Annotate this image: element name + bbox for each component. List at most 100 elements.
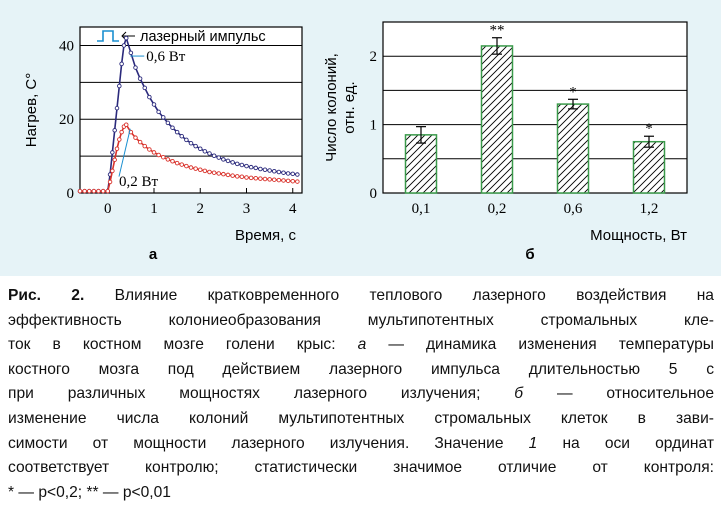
data-point — [156, 109, 161, 115]
laser-pulse-symbol — [97, 30, 119, 42]
data-point — [174, 129, 180, 135]
data-point — [207, 169, 212, 175]
caption-line: ток в костном мозге голени крыс: а — дин… — [8, 333, 714, 358]
caption-line: Рис. 2. Влияние кратковременного теплово… — [8, 284, 714, 309]
data-point — [193, 143, 198, 149]
data-point — [100, 188, 106, 194]
data-point — [160, 154, 166, 160]
data-point — [290, 171, 296, 177]
data-point — [262, 176, 268, 182]
data-point — [281, 170, 286, 175]
data-point — [225, 172, 231, 178]
caption-text: * — p<0,2; ** — p<0,01 — [8, 483, 171, 501]
chart-b-y-axis-label: Число колоний,отн. ед. — [323, 53, 358, 162]
series-label-1: 0,2 Вт — [119, 174, 159, 190]
data-point — [272, 168, 277, 174]
chart-a-y-tick-label: 0 — [67, 186, 75, 202]
series-label-arrow — [118, 128, 131, 177]
data-point — [170, 159, 175, 164]
data-point — [253, 175, 258, 181]
chart-b-y-tick-label: 1 — [370, 118, 378, 134]
chart-a-x-tick-label: 0 — [104, 201, 112, 217]
data-point — [91, 188, 97, 194]
significance-marker: ** — [490, 23, 505, 39]
data-point — [151, 102, 157, 107]
chart-a-x-tick-label: 2 — [197, 201, 205, 217]
data-point — [107, 179, 113, 185]
data-point — [285, 178, 291, 184]
data-point — [216, 155, 221, 160]
chart-b: 0 1 2 0,1 ** 0,2 * 0,6 * 1,2 Мощность, Вт Число кол… — [323, 21, 688, 263]
data-point — [230, 160, 235, 165]
chart-a-x-tick-label: 4 — [289, 201, 297, 217]
chart-a-x-tick-label: 1 — [150, 201, 158, 217]
data-point — [281, 178, 286, 183]
y-label-line: отн. ед. — [341, 81, 358, 133]
data-point — [119, 61, 124, 67]
data-point — [234, 174, 240, 179]
data-point — [184, 137, 189, 143]
data-point — [174, 160, 180, 166]
data-point — [295, 179, 300, 184]
data-point — [179, 162, 184, 167]
data-point — [147, 94, 152, 100]
data-point — [211, 170, 217, 175]
data-point — [82, 188, 87, 194]
caption-line: изменение числа колоний мультипотентных … — [8, 407, 714, 432]
bar — [404, 134, 438, 194]
data-point — [253, 165, 258, 171]
data-point — [117, 83, 122, 89]
significance-marker: * — [569, 84, 577, 100]
data-point — [221, 157, 226, 162]
data-point — [128, 50, 134, 56]
caption-text: изменение числа колоний мультипотентных … — [8, 409, 714, 427]
data-point — [239, 162, 245, 168]
chart-a-panel-label: а — [149, 246, 158, 263]
data-point — [234, 161, 240, 167]
data-point — [133, 65, 138, 70]
data-point — [188, 140, 194, 146]
caption-line: * — p<0,2; ** — p<0,01 — [8, 481, 714, 506]
chart-a-x-tick-label: 3 — [243, 201, 251, 217]
data-point — [165, 157, 171, 162]
data-point — [244, 163, 249, 169]
caption-line: соответствует контролю; статистически зн… — [8, 456, 714, 481]
data-point — [290, 178, 296, 184]
data-point — [248, 164, 254, 170]
data-point — [112, 157, 117, 163]
data-point — [156, 152, 161, 158]
data-point — [151, 150, 157, 155]
data-point — [184, 163, 189, 169]
data-point — [276, 169, 282, 175]
data-point — [230, 173, 235, 178]
data-point — [258, 166, 263, 172]
data-point — [197, 146, 203, 151]
data-point — [170, 125, 175, 130]
caption-italic-ref: а — [357, 336, 367, 354]
data-point — [119, 129, 124, 135]
data-point — [165, 120, 171, 126]
data-point — [188, 165, 194, 170]
chart-b-y-tick-label: 2 — [370, 49, 378, 65]
caption-line: симости от мощности лазерного излучения.… — [8, 432, 714, 457]
data-point — [133, 135, 138, 140]
caption-text: на оси ординат — [537, 434, 714, 452]
data-point — [110, 150, 115, 155]
data-point — [225, 158, 231, 164]
data-point — [123, 122, 129, 128]
data-point — [179, 133, 184, 139]
chart-b-panel-label: б — [525, 246, 534, 263]
chart-a-x-axis-label: Время, с — [235, 227, 296, 244]
caption-italic-ref: 1 — [528, 434, 538, 452]
data-point — [114, 105, 120, 111]
data-point — [211, 153, 217, 158]
data-point — [142, 85, 147, 91]
data-point — [276, 177, 282, 183]
legend-label: лазерный импульс — [140, 29, 266, 45]
data-point — [123, 35, 129, 41]
data-point — [114, 146, 120, 151]
data-point — [137, 139, 143, 145]
caption-text: Влияние кратковременного теплового лазер… — [114, 287, 714, 304]
data-point — [248, 175, 254, 181]
